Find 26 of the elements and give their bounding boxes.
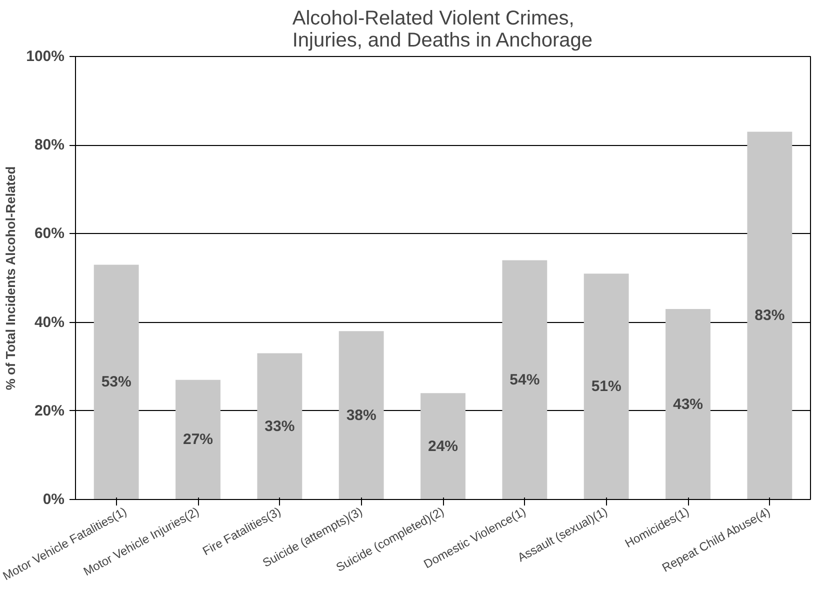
y-axis-title: % of Total Incidents Alcohol-Related [3,166,18,390]
bar [94,264,139,500]
y-tick-label: 0% [42,491,65,508]
data-label: 38% [346,406,376,424]
y-tick-label: 40% [34,314,65,331]
data-label: 53% [101,374,132,391]
y-tick-label: 80% [34,136,65,154]
chart-title: Alcohol-Related Violent Crimes, Injuries, and Deaths in Anchorage [292,8,593,52]
bar [502,260,548,500]
bar [584,274,629,500]
data-label: 83% [754,307,785,324]
bar [257,353,302,500]
y-tick-label: 60% [34,225,65,242]
data-label: 54% [510,371,540,388]
bar [747,132,792,500]
bar [338,331,384,500]
data-label: 24% [428,438,458,455]
data-label: 43% [672,396,704,413]
bar [666,309,710,500]
data-label: 51% [591,378,622,396]
y-tick-label: 100% [26,48,65,65]
y-tick-label: 20% [34,402,65,420]
bar [176,380,220,500]
data-label: 33% [264,418,295,435]
bar [420,393,466,500]
data-label: 27% [182,431,214,448]
